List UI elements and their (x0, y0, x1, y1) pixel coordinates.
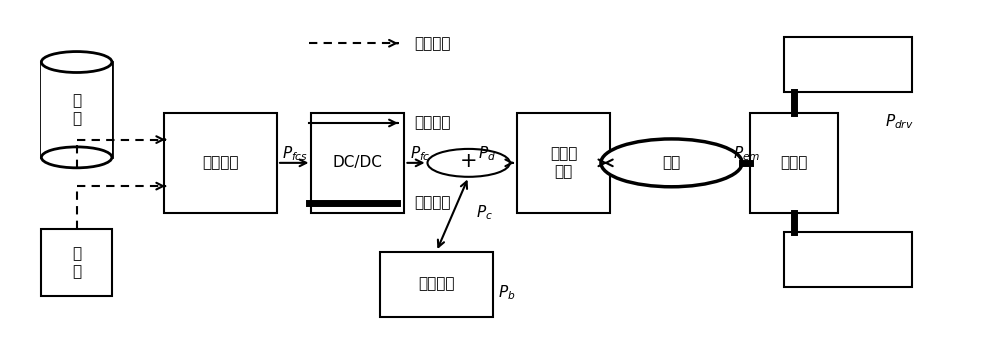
Text: 氢
气: 氢 气 (72, 94, 81, 126)
Ellipse shape (41, 147, 112, 168)
Text: DC/DC: DC/DC (333, 155, 383, 171)
Text: $P_b$: $P_b$ (498, 283, 515, 302)
Bar (41, 62, 112, 157)
Text: $P_{fcs}$: $P_{fcs}$ (282, 144, 309, 163)
Bar (784, 233, 912, 287)
Text: $P_{em}$: $P_{em}$ (733, 144, 761, 163)
Text: $P_{fc}$: $P_{fc}$ (410, 144, 430, 163)
Bar (380, 252, 493, 317)
Bar (517, 113, 610, 213)
Text: 电力连接: 电力连接 (415, 116, 451, 131)
Text: $P_{drv}$: $P_{drv}$ (885, 112, 914, 131)
Bar (784, 37, 912, 92)
Text: 燃料电池: 燃料电池 (202, 155, 239, 171)
Text: 电机控
制器: 电机控 制器 (550, 147, 577, 179)
Circle shape (427, 149, 510, 177)
Bar (164, 113, 277, 213)
Text: 电机: 电机 (662, 155, 681, 171)
Bar (311, 113, 404, 213)
Text: 驱动轴: 驱动轴 (780, 155, 808, 171)
Bar (41, 229, 112, 296)
Text: 机械连接: 机械连接 (415, 195, 451, 210)
Ellipse shape (41, 52, 112, 73)
Text: $P_d$: $P_d$ (478, 144, 496, 163)
Circle shape (601, 139, 742, 187)
Text: $P_c$: $P_c$ (476, 203, 492, 222)
Bar (750, 113, 838, 213)
Text: 空
气: 空 气 (72, 246, 81, 279)
Text: 气体连接: 气体连接 (415, 36, 451, 51)
Text: 动力电池: 动力电池 (418, 277, 455, 292)
Text: +: + (460, 151, 477, 171)
